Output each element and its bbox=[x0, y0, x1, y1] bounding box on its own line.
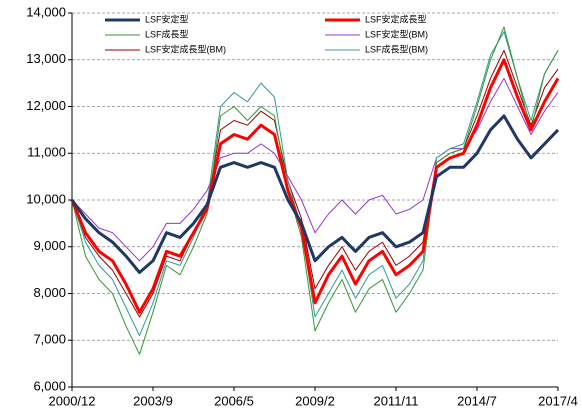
series-line bbox=[71, 49, 559, 318]
legend-label: LSF安定型 bbox=[145, 13, 189, 24]
y-tick-label: 6,000 bbox=[33, 378, 66, 393]
y-tick-label: 11,000 bbox=[27, 145, 66, 160]
x-tick-label: 2006/5 bbox=[214, 393, 254, 408]
legend-label: LSF成長型(BM) bbox=[365, 43, 428, 54]
y-tick-label: 7,000 bbox=[33, 332, 66, 347]
x-tick-label: 2014/7 bbox=[457, 393, 497, 408]
legend-label: LSF安定型(BM) bbox=[365, 28, 428, 39]
y-tick-label: 14,000 bbox=[26, 4, 66, 19]
series-line bbox=[71, 31, 559, 337]
y-tick-label: 8,000 bbox=[33, 285, 66, 300]
x-tick-label: 2011/11 bbox=[373, 393, 418, 408]
x-tick-label: 2003/9 bbox=[133, 393, 173, 408]
y-tick-label: 12,000 bbox=[26, 98, 66, 113]
legend-label: LSF安定成長型 bbox=[365, 13, 427, 24]
legend-label: LSF安定成長型(BM) bbox=[145, 43, 226, 54]
legend-label: LSF成長型 bbox=[145, 28, 189, 39]
y-tick-label: 9,000 bbox=[33, 238, 66, 253]
series-line bbox=[71, 26, 559, 355]
x-tick-label: 2000/12 bbox=[49, 393, 96, 408]
series-line bbox=[70, 58, 560, 314]
series-line bbox=[70, 114, 560, 274]
y-tick-label: 10,000 bbox=[26, 191, 66, 206]
x-tick-label: 2017/4 bbox=[538, 393, 578, 408]
x-tick-label: 2009/2 bbox=[295, 393, 335, 408]
series-line bbox=[71, 77, 559, 262]
y-tick-label: 13,000 bbox=[26, 51, 66, 66]
